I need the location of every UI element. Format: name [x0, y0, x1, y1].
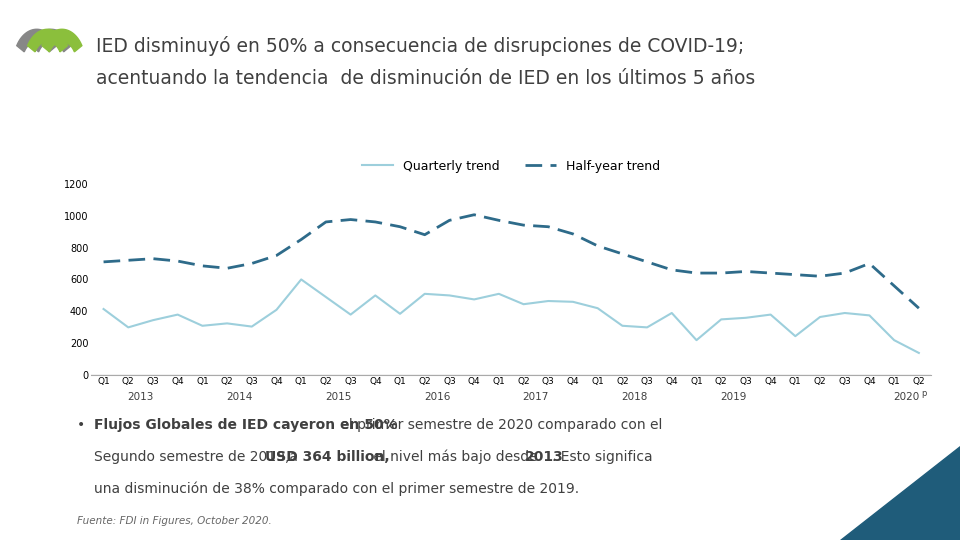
Text: 2017: 2017 [522, 392, 549, 402]
Polygon shape [840, 446, 960, 540]
Text: •: • [77, 418, 85, 433]
Text: 2013: 2013 [128, 392, 154, 402]
Polygon shape [28, 29, 67, 52]
Text: 2019: 2019 [720, 392, 747, 402]
Text: 2014: 2014 [227, 392, 252, 402]
Text: 2016: 2016 [424, 392, 450, 402]
Text: p: p [921, 389, 926, 398]
Polygon shape [16, 29, 57, 52]
Text: Segundo semestre de 2019,a: Segundo semestre de 2019,a [94, 450, 302, 464]
Text: Global FDI flows, 2013Q1-2020Q2 (USD billion): Global FDI flows, 2013Q1-2020Q2 (USD bil… [96, 168, 388, 178]
Text: acentuando la tendencia  de disminución de IED en los últimos 5 años: acentuando la tendencia de disminución d… [96, 69, 756, 88]
Text: 2015: 2015 [325, 392, 351, 402]
Polygon shape [42, 29, 82, 52]
Text: . Esto significa: . Esto significa [552, 450, 653, 464]
Polygon shape [31, 29, 71, 52]
Text: USD 364 billion,: USD 364 billion, [265, 450, 390, 464]
Text: el primer semestre de 2020 comparado con el: el primer semestre de 2020 comparado con… [336, 418, 662, 433]
Text: Flujos Globales de IED cayeron en 50%: Flujos Globales de IED cayeron en 50% [94, 418, 397, 433]
Text: una disminución de 38% comparado con el primer semestre de 2019.: una disminución de 38% comparado con el … [94, 481, 579, 496]
Legend: Quarterly trend, Half-year trend: Quarterly trend, Half-year trend [357, 156, 665, 178]
Text: IED disminuyó en 50% a consecuencia de disrupciones de COVID-19;: IED disminuyó en 50% a consecuencia de d… [96, 36, 744, 56]
Text: 2013: 2013 [525, 450, 564, 464]
Text: el nivel más bajo desde: el nivel más bajo desde [369, 450, 541, 464]
Text: 2018: 2018 [621, 392, 648, 402]
Text: 2020: 2020 [894, 392, 920, 402]
Text: Fuente: FDI in Figures, October 2020.: Fuente: FDI in Figures, October 2020. [77, 516, 272, 526]
